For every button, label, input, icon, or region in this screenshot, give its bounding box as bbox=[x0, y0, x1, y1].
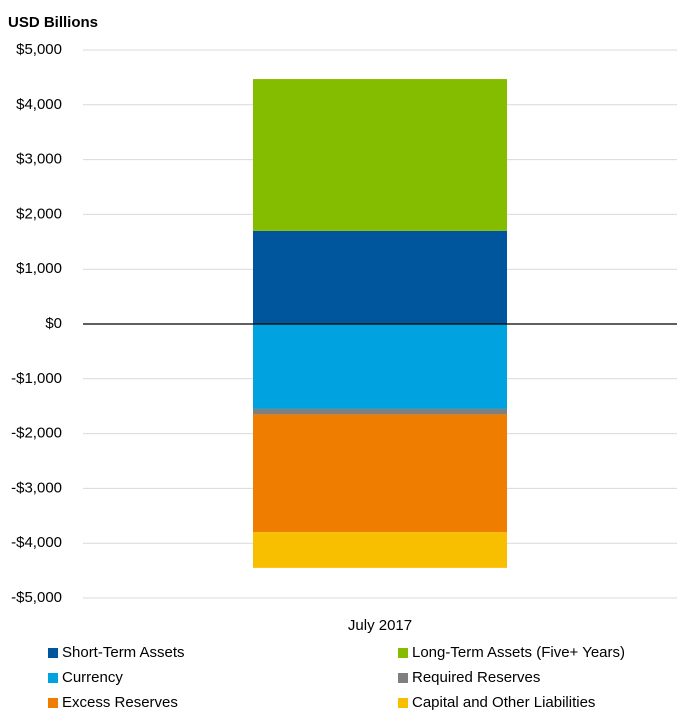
legend-swatch bbox=[48, 648, 58, 658]
legend-label: Required Reserves bbox=[412, 669, 540, 686]
y-tick-label: -$3,000 bbox=[11, 479, 62, 496]
x-tick-label: July 2017 bbox=[348, 617, 412, 634]
legend-label: Capital and Other Liabilities bbox=[412, 694, 595, 711]
legend-swatch bbox=[398, 648, 408, 658]
legend-swatch bbox=[398, 698, 408, 708]
y-tick-label: $1,000 bbox=[16, 260, 62, 277]
y-tick-label: $2,000 bbox=[16, 205, 62, 222]
y-tick-label: $5,000 bbox=[16, 41, 62, 58]
legend-swatch bbox=[48, 673, 58, 683]
legend-label: Short-Term Assets bbox=[62, 644, 185, 661]
bar-segment bbox=[253, 324, 507, 409]
bar-segment bbox=[253, 79, 507, 231]
y-tick-label: -$5,000 bbox=[11, 589, 62, 606]
y-tick-label: $0 bbox=[45, 315, 62, 332]
y-tick-label: -$1,000 bbox=[11, 370, 62, 387]
legend-label: Long-Term Assets (Five+ Years) bbox=[412, 644, 625, 661]
bar-segment bbox=[253, 532, 507, 568]
y-tick-label: -$2,000 bbox=[11, 425, 62, 442]
bar-segment bbox=[253, 230, 507, 324]
legend-label: Excess Reserves bbox=[62, 694, 178, 711]
legend-swatch bbox=[48, 698, 58, 708]
bar-segment bbox=[253, 408, 507, 415]
y-axis-title: USD Billions bbox=[8, 14, 98, 31]
y-tick-label: $4,000 bbox=[16, 96, 62, 113]
legend-label: Currency bbox=[62, 669, 123, 686]
y-tick-label: $3,000 bbox=[16, 151, 62, 168]
bar-segment bbox=[253, 414, 507, 533]
y-tick-label: -$4,000 bbox=[11, 534, 62, 551]
legend-swatch bbox=[398, 673, 408, 683]
